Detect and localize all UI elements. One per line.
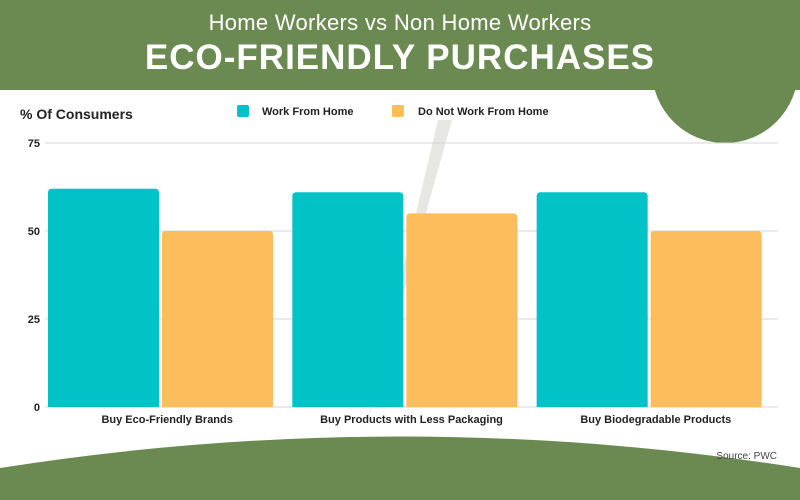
bars — [48, 188, 762, 407]
source-note: Source: PWC — [716, 451, 777, 462]
decorative-circle — [652, 0, 798, 143]
y-tick-label: 75 — [28, 138, 40, 150]
bar-not-work-from-home-2 — [650, 231, 762, 407]
bar-work-from-home-1 — [292, 192, 404, 407]
legend: Work From Home Do Not Work From Home — [237, 105, 549, 118]
decorative-bottom-arc — [0, 436, 800, 500]
bar-not-work-from-home-0 — [162, 231, 273, 407]
x-category-label: Buy Products with Less Packaging — [320, 414, 503, 426]
y-tick-label: 25 — [28, 314, 40, 326]
y-axis-title: % Of Consumers — [20, 106, 133, 122]
y-tick-label: 50 — [28, 226, 40, 238]
legend-swatch — [237, 105, 249, 117]
legend-label: Work From Home — [262, 106, 353, 118]
legend-label: Do Not Work From Home — [418, 106, 549, 118]
chart-title: ECO-FRIENDLY PURCHASES — [144, 38, 656, 77]
y-tick-label: 0 — [34, 402, 40, 414]
x-category-label: Buy Biodegradable Products — [580, 414, 731, 426]
axis-labels: 0 25 50 75 Buy Eco-Friendly Brands Buy Produc… — [28, 138, 732, 426]
bar-not-work-from-home-1 — [406, 213, 518, 407]
chart-subtitle: Home Workers vs Non Home Workers — [208, 10, 592, 35]
x-category-label: Buy Eco-Friendly Brands — [101, 414, 232, 426]
bar-work-from-home-0 — [48, 188, 159, 407]
legend-swatch — [392, 105, 404, 117]
bar-work-from-home-2 — [536, 192, 648, 407]
